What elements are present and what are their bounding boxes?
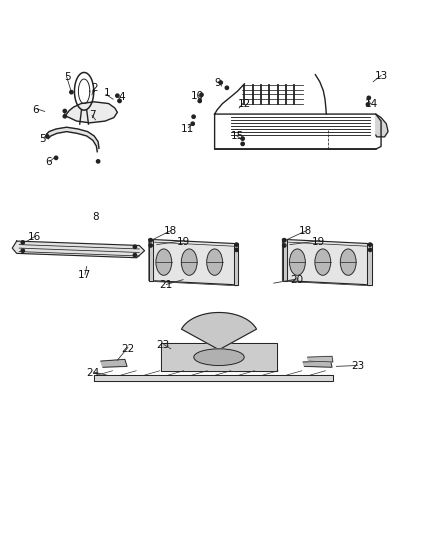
Circle shape bbox=[241, 142, 244, 146]
Circle shape bbox=[368, 248, 372, 252]
Text: 13: 13 bbox=[375, 71, 389, 82]
Circle shape bbox=[54, 156, 58, 159]
Polygon shape bbox=[149, 239, 153, 280]
Polygon shape bbox=[46, 127, 99, 152]
Ellipse shape bbox=[194, 349, 244, 366]
Text: 22: 22 bbox=[121, 344, 134, 354]
Text: 7: 7 bbox=[89, 109, 96, 119]
Polygon shape bbox=[94, 375, 333, 381]
Text: 1: 1 bbox=[104, 88, 111, 99]
Text: 10: 10 bbox=[191, 91, 204, 101]
Circle shape bbox=[96, 160, 100, 163]
Text: 11: 11 bbox=[181, 124, 194, 134]
Ellipse shape bbox=[340, 249, 356, 275]
Circle shape bbox=[368, 243, 372, 246]
Circle shape bbox=[149, 244, 152, 247]
Text: 19: 19 bbox=[177, 237, 190, 247]
Text: 21: 21 bbox=[159, 280, 172, 290]
Text: 24: 24 bbox=[86, 368, 99, 378]
Text: 8: 8 bbox=[92, 213, 99, 222]
Circle shape bbox=[366, 103, 370, 106]
Circle shape bbox=[198, 99, 201, 102]
Text: 14: 14 bbox=[365, 100, 378, 109]
Ellipse shape bbox=[156, 249, 172, 275]
Text: 4: 4 bbox=[118, 92, 125, 102]
Text: 23: 23 bbox=[156, 341, 170, 350]
Circle shape bbox=[200, 93, 203, 96]
Circle shape bbox=[70, 91, 73, 94]
Circle shape bbox=[118, 99, 121, 102]
Text: 6: 6 bbox=[46, 157, 53, 167]
Polygon shape bbox=[234, 244, 238, 285]
Circle shape bbox=[21, 241, 25, 244]
Circle shape bbox=[192, 115, 195, 118]
Text: 5: 5 bbox=[39, 134, 46, 143]
Polygon shape bbox=[367, 244, 372, 285]
Circle shape bbox=[283, 239, 286, 242]
Ellipse shape bbox=[290, 249, 305, 275]
Circle shape bbox=[63, 115, 67, 118]
Text: 12: 12 bbox=[238, 99, 251, 109]
Polygon shape bbox=[12, 241, 145, 258]
Circle shape bbox=[367, 96, 371, 100]
Polygon shape bbox=[101, 359, 127, 367]
Polygon shape bbox=[307, 356, 333, 362]
Text: 19: 19 bbox=[312, 237, 325, 247]
Polygon shape bbox=[376, 114, 388, 137]
Circle shape bbox=[235, 243, 238, 246]
Text: 18: 18 bbox=[163, 227, 177, 237]
Polygon shape bbox=[303, 361, 332, 367]
Circle shape bbox=[46, 135, 49, 138]
Ellipse shape bbox=[181, 249, 197, 275]
Ellipse shape bbox=[315, 249, 331, 275]
Polygon shape bbox=[65, 102, 117, 123]
Text: 17: 17 bbox=[78, 270, 91, 280]
Circle shape bbox=[21, 249, 25, 253]
Circle shape bbox=[219, 81, 223, 84]
Text: 6: 6 bbox=[32, 104, 39, 115]
Text: 9: 9 bbox=[215, 77, 222, 87]
Text: 15: 15 bbox=[231, 132, 244, 141]
Text: 20: 20 bbox=[290, 274, 304, 285]
Polygon shape bbox=[149, 239, 238, 285]
Circle shape bbox=[133, 245, 137, 248]
Circle shape bbox=[191, 122, 194, 125]
Text: 16: 16 bbox=[28, 232, 41, 242]
Text: 2: 2 bbox=[91, 83, 98, 93]
Circle shape bbox=[283, 244, 286, 247]
Polygon shape bbox=[161, 343, 277, 371]
Circle shape bbox=[116, 94, 119, 98]
Text: 23: 23 bbox=[352, 361, 365, 372]
Polygon shape bbox=[283, 239, 287, 280]
Circle shape bbox=[133, 254, 137, 257]
Text: 5: 5 bbox=[64, 72, 71, 82]
Polygon shape bbox=[283, 239, 372, 285]
Ellipse shape bbox=[207, 249, 223, 275]
Circle shape bbox=[241, 137, 244, 140]
Circle shape bbox=[225, 86, 229, 90]
Circle shape bbox=[149, 239, 152, 242]
Circle shape bbox=[235, 248, 238, 252]
Text: 18: 18 bbox=[299, 227, 312, 237]
Polygon shape bbox=[181, 312, 257, 350]
Circle shape bbox=[63, 109, 67, 112]
